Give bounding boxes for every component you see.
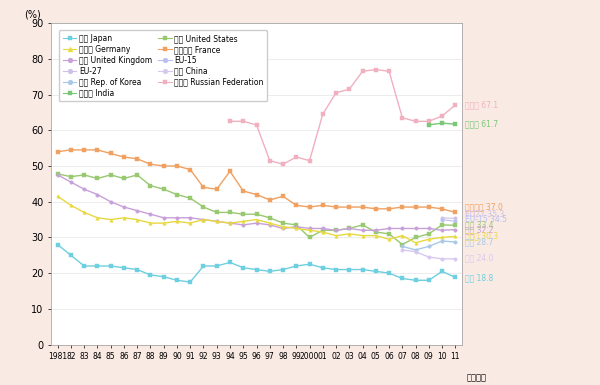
Text: 韓国 28.7: 韓国 28.7 (465, 238, 493, 246)
Text: ロシア 67.1: ロシア 67.1 (465, 100, 498, 109)
Text: ドイツ 30.3: ドイツ 30.3 (465, 231, 498, 240)
Text: フランス 37.0: フランス 37.0 (465, 203, 503, 211)
Text: 中国 24.0: 中国 24.0 (465, 253, 493, 262)
Text: EU27 35.3: EU27 35.3 (465, 210, 504, 219)
Text: 日本 18.8: 日本 18.8 (465, 273, 493, 282)
Text: EU-15 34.5: EU-15 34.5 (465, 215, 507, 224)
Legend: 日本 Japan, ドイツ Germany, 英国 United Kingdom, EU-27, 韓国 Rep. of Korea, インド India, 米国: 日本 Japan, ドイツ Germany, 英国 United Kingdom… (59, 30, 267, 101)
Text: インド 61.7: インド 61.7 (465, 120, 498, 129)
Text: 英国 32.2: 英国 32.2 (465, 226, 493, 235)
Text: （年度）: （年度） (466, 373, 486, 383)
Text: (%): (%) (24, 10, 41, 20)
Text: 米国 33.4: 米国 33.4 (465, 221, 494, 230)
